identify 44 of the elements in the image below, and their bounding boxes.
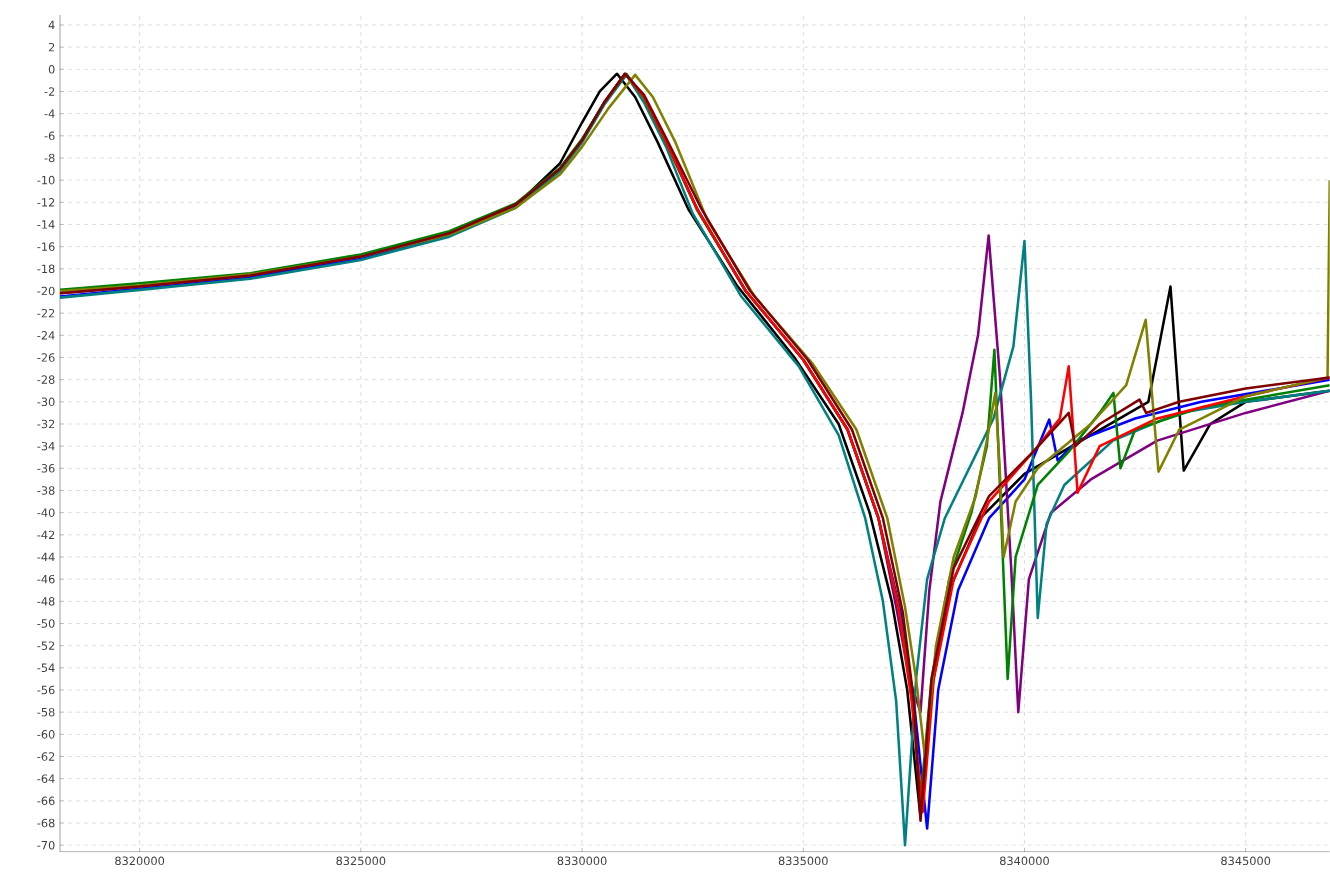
y-tick-label: -12 <box>37 197 55 207</box>
y-tick-label: -30 <box>37 397 55 406</box>
y-tick-label: -20 <box>37 286 55 296</box>
y-tick-label: -62 <box>37 751 55 761</box>
x-tick-label: 8345000 <box>1221 856 1271 865</box>
y-tick-label: -36 <box>37 463 55 473</box>
y-tick-label: -58 <box>37 707 55 717</box>
y-tick-label: -24 <box>37 330 55 340</box>
y-tick-label: -56 <box>37 685 55 695</box>
y-tick-label: -10 <box>37 175 55 185</box>
y-tick-label: -70 <box>37 840 55 850</box>
y-tick-label: 4 <box>48 20 55 29</box>
y-tick-label: -16 <box>37 242 55 251</box>
y-tick-label: -6 <box>44 131 55 140</box>
y-tick-label: 2 <box>48 42 55 52</box>
y-tick-label: -40 <box>37 508 55 517</box>
y-tick-label: -66 <box>37 796 55 805</box>
y-tick-label: -68 <box>37 818 55 828</box>
y-tick-label: -32 <box>37 419 55 429</box>
y-tick-label: -60 <box>37 729 55 739</box>
y-tick-label: -46 <box>37 574 55 584</box>
y-tick-label: -52 <box>37 641 55 650</box>
y-tick-label: -34 <box>37 441 55 451</box>
y-tick-label: -18 <box>37 264 55 273</box>
x-tick-label: 8330000 <box>557 856 607 865</box>
y-tick-label: -8 <box>44 153 55 163</box>
y-tick-label: -2 <box>44 87 55 96</box>
y-tick-label: -64 <box>37 774 55 783</box>
x-tick-label: 8320000 <box>115 856 165 865</box>
y-tick-label: -28 <box>37 375 55 384</box>
x-tick-label: 8335000 <box>778 856 828 865</box>
y-tick-label: -4 <box>44 109 55 118</box>
y-tick-label: -44 <box>37 552 55 561</box>
y-tick-label: 0 <box>48 64 55 74</box>
y-tick-label: -50 <box>37 618 55 628</box>
y-tick-label: -22 <box>37 308 55 318</box>
y-tick-label: -48 <box>37 596 55 606</box>
x-tick-label: 8340000 <box>1000 856 1049 865</box>
y-tick-label: -54 <box>37 663 55 672</box>
y-tick-label: -42 <box>37 530 55 539</box>
y-tick-label: -26 <box>37 352 55 362</box>
x-tick-label: 8325000 <box>336 856 386 865</box>
y-tick-label: -14 <box>37 220 55 229</box>
y-tick-label: -38 <box>37 485 55 495</box>
